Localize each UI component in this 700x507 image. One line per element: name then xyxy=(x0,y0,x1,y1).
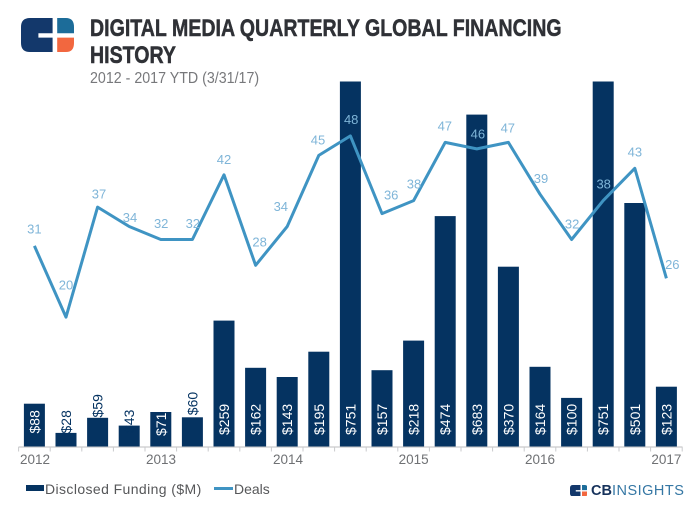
svg-text:$143: $143 xyxy=(279,404,295,435)
svg-text:$259: $259 xyxy=(216,404,232,435)
svg-text:34: 34 xyxy=(123,210,137,225)
svg-text:36: 36 xyxy=(384,188,398,203)
svg-text:$501: $501 xyxy=(627,404,643,435)
svg-text:28: 28 xyxy=(252,234,266,249)
svg-text:20: 20 xyxy=(59,278,73,293)
svg-text:47: 47 xyxy=(501,120,515,135)
svg-text:2014: 2014 xyxy=(273,452,304,467)
svg-text:32: 32 xyxy=(565,217,579,232)
svg-text:$100: $100 xyxy=(564,404,580,435)
svg-text:38: 38 xyxy=(596,176,610,191)
svg-text:$683: $683 xyxy=(469,404,485,435)
svg-text:2015: 2015 xyxy=(399,452,429,467)
svg-text:$162: $162 xyxy=(248,404,264,435)
svg-text:$88: $88 xyxy=(26,410,42,434)
svg-text:2013: 2013 xyxy=(146,452,176,467)
svg-text:32: 32 xyxy=(186,216,200,231)
svg-text:39: 39 xyxy=(534,171,548,186)
svg-text:$164: $164 xyxy=(532,404,548,435)
svg-text:$60: $60 xyxy=(184,392,200,416)
svg-text:46: 46 xyxy=(471,127,485,142)
svg-text:2012: 2012 xyxy=(20,452,50,467)
svg-text:$157: $157 xyxy=(374,404,390,435)
svg-text:37: 37 xyxy=(92,187,106,202)
svg-text:$474: $474 xyxy=(437,404,453,435)
svg-text:47: 47 xyxy=(438,118,452,133)
svg-text:$28: $28 xyxy=(58,410,74,434)
svg-text:2016: 2016 xyxy=(525,452,555,467)
svg-text:$751: $751 xyxy=(342,404,358,435)
svg-text:$43: $43 xyxy=(121,409,137,433)
svg-text:43: 43 xyxy=(628,144,642,159)
svg-text:2017: 2017 xyxy=(651,452,681,467)
svg-text:$123: $123 xyxy=(658,404,674,435)
svg-text:$195: $195 xyxy=(311,404,327,435)
svg-text:42: 42 xyxy=(217,152,231,167)
svg-text:$370: $370 xyxy=(500,404,516,435)
svg-text:$59: $59 xyxy=(90,394,106,418)
svg-text:26: 26 xyxy=(665,257,679,272)
svg-text:34: 34 xyxy=(274,199,288,214)
svg-text:$218: $218 xyxy=(406,404,422,435)
svg-text:45: 45 xyxy=(311,132,325,147)
svg-text:31: 31 xyxy=(27,222,41,237)
svg-text:$71: $71 xyxy=(153,412,169,436)
svg-text:32: 32 xyxy=(154,216,168,231)
svg-text:38: 38 xyxy=(407,177,421,192)
svg-text:$751: $751 xyxy=(595,404,611,435)
svg-text:48: 48 xyxy=(344,112,358,127)
